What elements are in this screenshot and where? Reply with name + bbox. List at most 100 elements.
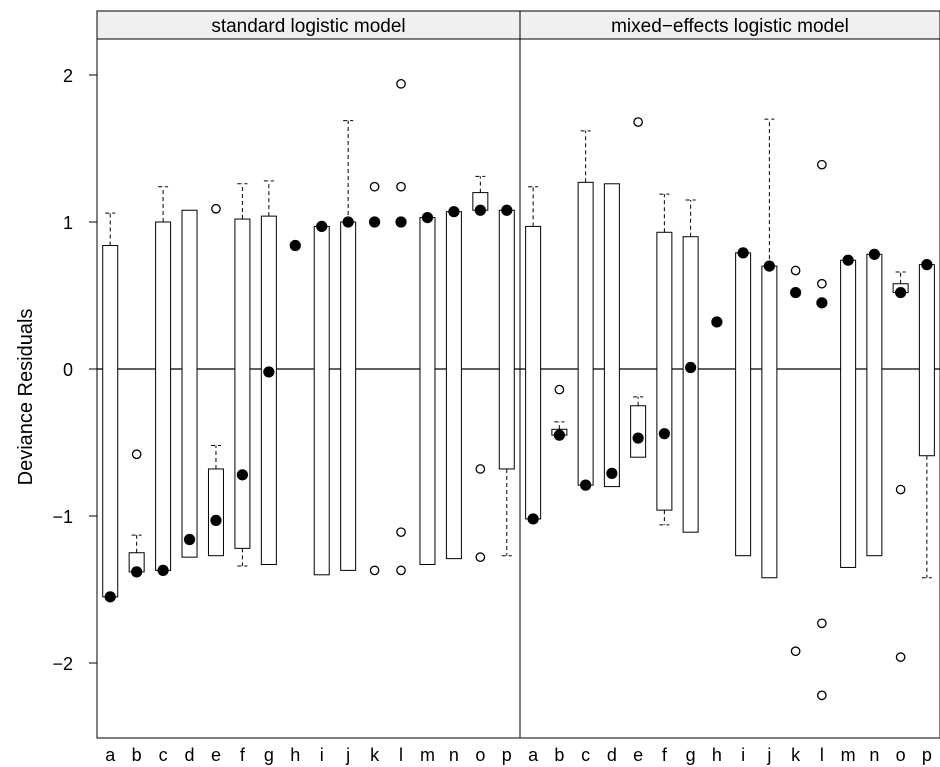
median-point [606,467,618,479]
panel-strip [519,10,940,40]
x-tick-label-i: i [741,745,745,765]
box-b: b [128,449,145,765]
panel-title: standard logistic model [211,16,405,37]
median-point [842,254,854,266]
median-point [816,297,828,309]
median-point [289,239,301,252]
median-point [448,206,460,218]
box-i: i [735,247,752,765]
box-j: j [340,120,357,765]
median-point [236,469,249,481]
outlier-point [131,449,142,460]
median-point [395,216,407,228]
median-point [104,591,116,603]
iqr-box [181,209,198,558]
outlier-point [211,203,221,214]
iqr-box [445,211,462,560]
iqr-box [102,245,119,598]
outlier-point [475,552,486,563]
outlier-point [396,565,406,576]
iqr-box [656,231,673,511]
box-g: g [260,180,277,765]
x-tick-label-e: e [211,745,221,765]
outlier-point [396,181,406,192]
median-point [737,247,749,259]
y-tick-label: 0 [63,360,73,380]
box-b: b [551,384,568,765]
x-tick-label-l: l [820,745,824,765]
box-n: n [866,248,883,765]
iqr-box [234,218,251,549]
box-e: e [207,203,224,765]
box-c: c [155,186,172,765]
panel-2: mixed−effects logistic model a b c d e f g h i j k l… [519,10,940,765]
x-tick-label-n: n [869,745,879,765]
box-k: k [790,265,802,765]
outlier-point [633,117,643,127]
median-point [921,259,933,271]
x-tick-label-h: h [712,745,722,765]
median-point [501,204,513,216]
x-tick-label-d: d [185,745,195,765]
outlier-point [895,484,906,495]
outlier-point [790,646,801,657]
iqr-box [840,259,857,568]
x-tick-label-e: e [633,745,643,765]
iqr-box [918,264,935,457]
iqr-box [866,253,883,557]
iqr-box [761,265,778,579]
box-h: h [711,316,723,765]
median-point [553,429,565,441]
outlier-point [817,159,827,170]
box-o: o [892,271,909,765]
iqr-box [525,225,542,520]
x-tick-label-j: j [766,745,771,765]
outlier-point [895,652,906,662]
iqr-box [577,181,594,486]
x-tick-label-a: a [528,745,539,765]
median-point [527,513,539,525]
x-tick-label-k: k [370,745,380,765]
x-tick-label-o: o [896,745,906,765]
median-point [157,564,169,576]
box-m: m [419,211,436,765]
iqr-box [682,236,699,533]
box-d: d [181,209,198,765]
x-tick-label-f: f [240,745,246,765]
x-tick-label-k: k [791,745,801,765]
box-a: a [525,186,542,765]
panel-title: mixed−effects logistic model [611,16,849,37]
outlier-point [396,527,406,538]
median-point [474,204,486,216]
x-tick-label-l: l [399,745,403,765]
median-point [658,428,670,440]
box-l: l [816,159,828,765]
iqr-box [735,252,752,557]
median-point [131,566,143,578]
x-tick-label-f: f [662,745,668,765]
x-tick-label-h: h [290,745,300,765]
iqr-box [260,215,277,566]
box-j: j [761,118,778,765]
box-p: p [498,204,515,765]
x-tick-label-j: j [345,745,350,765]
x-tick-label-p: p [922,745,932,765]
panel-strip [96,10,521,40]
iqr-box [207,468,224,557]
box-f: f [234,183,251,765]
y-tick-label: −2 [52,654,73,674]
iqr-box [340,221,357,571]
panel-frame [519,38,940,739]
median-point [183,533,196,546]
y-axis-title: Deviance Residuals [15,309,37,486]
median-point [763,260,775,272]
median-point [316,220,328,233]
x-tick-label-c: c [581,745,590,765]
median-point [895,286,907,299]
x-tick-label-d: d [607,745,617,765]
box-m: m [840,254,857,765]
box-l: l [395,78,407,765]
x-tick-label-b: b [554,745,564,765]
outlier-point [790,265,801,276]
